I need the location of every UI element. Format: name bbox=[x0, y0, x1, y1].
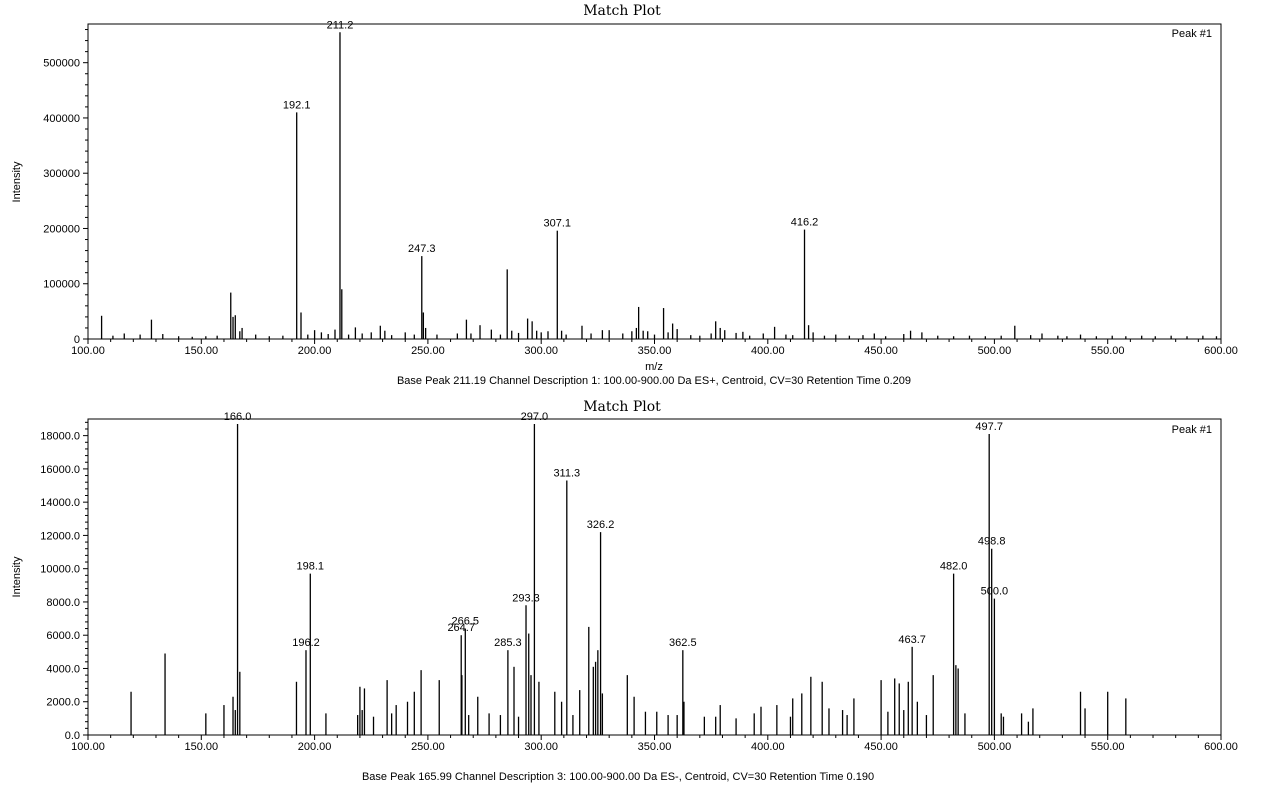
x-tick-label: 400.00 bbox=[751, 345, 785, 357]
panel-top-caption: Base Peak 211.19 Channel Description 1: … bbox=[397, 375, 911, 387]
peak-label: 498.8 bbox=[978, 536, 1006, 548]
peak-label: 482.0 bbox=[940, 561, 968, 573]
panel-bottom-caption: Base Peak 165.99 Channel Description 3: … bbox=[362, 771, 874, 783]
panel-bottom-ylabel: Intensity bbox=[11, 556, 23, 597]
panel-bottom-xticks: 100.00 150.00 200.00 250.00 300.00 350.00 400.… bbox=[71, 735, 1238, 753]
y-tick-label: 6000.0 bbox=[46, 630, 80, 642]
peak-label: 362.5 bbox=[669, 637, 697, 649]
y-tick-label: 2000.0 bbox=[46, 697, 80, 709]
peak-label: 497.7 bbox=[975, 421, 1003, 433]
peak-label: 307.1 bbox=[544, 218, 572, 230]
peak-label: 297.0 bbox=[521, 411, 549, 423]
panel-top-xticks: 100.00 150.00 200.00 250.00 300.00 350.00 400.… bbox=[71, 339, 1238, 357]
peak-label: 247.3 bbox=[408, 243, 436, 255]
peak-label: 285.3 bbox=[494, 637, 522, 649]
peak-label: 311.3 bbox=[553, 468, 580, 480]
panel-bottom: Match Plot Peak #1 Intensity Base Peak 1… bbox=[11, 399, 1238, 783]
x-tick-label: 250.00 bbox=[411, 741, 445, 753]
peak-label: 293.3 bbox=[512, 592, 540, 604]
peak-label: 192.1 bbox=[283, 99, 311, 111]
x-tick-label: 200.00 bbox=[298, 741, 332, 753]
panel-top-ylabel: Intensity bbox=[11, 161, 23, 202]
x-tick-label: 500.00 bbox=[978, 741, 1012, 753]
x-tick-label: 400.00 bbox=[751, 741, 785, 753]
peak-label: 416.2 bbox=[791, 217, 819, 229]
panel-top-peak-label: Peak #1 bbox=[1172, 28, 1212, 40]
x-tick-label: 450.00 bbox=[864, 345, 898, 357]
y-tick-label: 400000 bbox=[43, 113, 80, 125]
x-tick-label: 550.00 bbox=[1091, 345, 1125, 357]
peak-label: 266.5 bbox=[452, 616, 480, 628]
x-tick-label: 350.00 bbox=[638, 741, 672, 753]
panel-top-peaks bbox=[100, 32, 1218, 339]
peak-label: 198.1 bbox=[297, 561, 325, 573]
y-tick-label: 10000.0 bbox=[40, 564, 80, 576]
peak-label: 500.0 bbox=[981, 586, 1009, 598]
y-tick-label: 4000.0 bbox=[46, 663, 80, 675]
panel-bottom-peaks bbox=[130, 423, 1127, 735]
peak-label: 463.7 bbox=[898, 634, 926, 646]
peak-label: 264.7 bbox=[447, 622, 475, 634]
panel-bottom-peak-label: Peak #1 bbox=[1172, 424, 1212, 436]
x-tick-label: 150.00 bbox=[184, 741, 218, 753]
y-tick-label: 100000 bbox=[43, 279, 80, 291]
panel-top: Match Plot Peak #1 Intensity m/z Base Pe… bbox=[11, 3, 1238, 387]
y-tick-label: 14000.0 bbox=[40, 497, 80, 509]
x-tick-label: 600.00 bbox=[1204, 345, 1238, 357]
y-tick-label: 0.0 bbox=[65, 730, 80, 742]
peak-label: 211.2 bbox=[327, 19, 354, 31]
y-tick-label: 12000.0 bbox=[40, 530, 80, 542]
x-tick-label: 300.00 bbox=[524, 741, 558, 753]
x-tick-label: 100.00 bbox=[71, 345, 105, 357]
panel-top-yticks: 0 100000 200000 300000 400000 500000 bbox=[43, 29, 88, 346]
y-tick-label: 200000 bbox=[43, 223, 80, 235]
peak-label: 196.2 bbox=[292, 637, 320, 649]
y-tick-label: 16000.0 bbox=[40, 464, 80, 476]
panel-top-xlabel: m/z bbox=[645, 361, 663, 373]
x-tick-label: 450.00 bbox=[864, 741, 898, 753]
panel-bottom-title: Match Plot bbox=[583, 399, 661, 415]
panel-bottom-yticks: 0.0 2000.0 4000.0 6000.0 8000.0 10000.0 12000.… bbox=[40, 421, 88, 742]
panel-top-peak-labels: 192.1 211.2 247.3 307.1 416.2 bbox=[283, 19, 818, 255]
y-tick-label: 500000 bbox=[43, 58, 80, 70]
x-tick-label: 550.00 bbox=[1091, 741, 1125, 753]
y-tick-label: 300000 bbox=[43, 168, 80, 180]
peak-label: 326.2 bbox=[587, 519, 615, 531]
x-tick-label: 500.00 bbox=[978, 345, 1012, 357]
panel-top-title: Match Plot bbox=[583, 3, 661, 19]
x-tick-label: 150.00 bbox=[184, 345, 218, 357]
x-tick-label: 200.00 bbox=[298, 345, 332, 357]
x-tick-label: 350.00 bbox=[638, 345, 672, 357]
y-tick-label: 8000.0 bbox=[46, 597, 80, 609]
x-tick-label: 300.00 bbox=[524, 345, 558, 357]
panel-bottom-frame bbox=[87, 418, 1222, 736]
y-tick-label: 18000.0 bbox=[40, 431, 80, 443]
x-tick-label: 600.00 bbox=[1204, 741, 1238, 753]
x-tick-label: 100.00 bbox=[71, 741, 105, 753]
peak-label: 166.0 bbox=[224, 411, 252, 423]
x-tick-label: 250.00 bbox=[411, 345, 445, 357]
y-tick-label: 0 bbox=[74, 334, 80, 346]
panel-top-frame bbox=[87, 23, 1222, 340]
